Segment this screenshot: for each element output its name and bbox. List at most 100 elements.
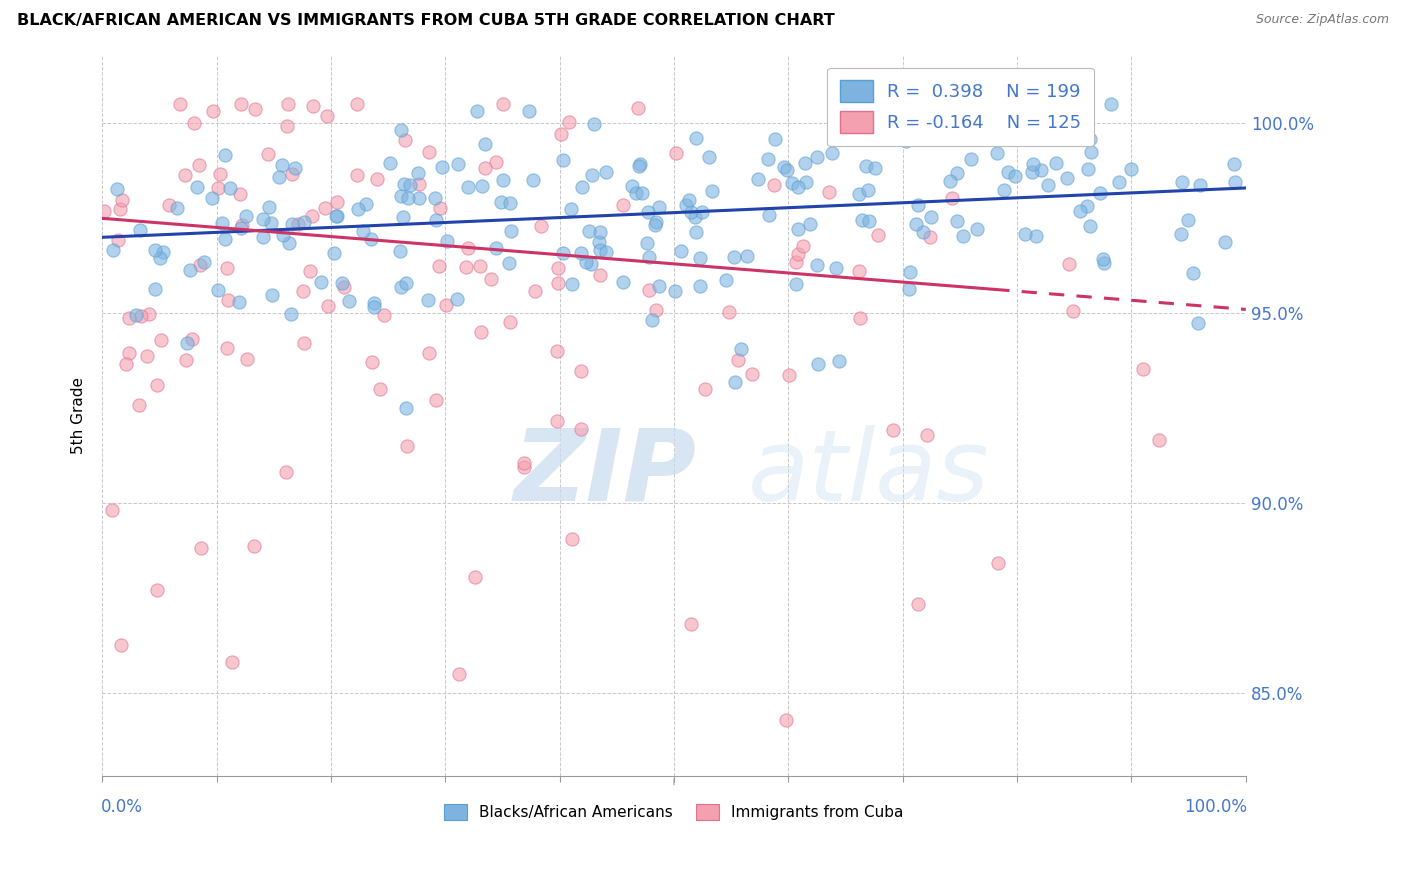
Point <box>917 427 939 442</box>
Point <box>904 217 927 231</box>
Point <box>588 225 610 239</box>
Point <box>678 194 700 208</box>
Point <box>1077 162 1099 177</box>
Point <box>561 533 583 547</box>
Point <box>1108 175 1130 189</box>
Point <box>252 212 274 227</box>
Point <box>1225 175 1247 189</box>
Point <box>363 296 385 310</box>
Point <box>818 185 841 199</box>
Point <box>907 197 929 211</box>
Point <box>589 244 612 258</box>
Point <box>763 131 786 145</box>
Point <box>302 99 325 113</box>
Point <box>190 541 212 555</box>
Point <box>274 465 297 479</box>
Point <box>491 97 513 112</box>
Point <box>107 233 129 247</box>
Point <box>145 281 167 295</box>
Point <box>231 219 253 233</box>
Point <box>179 262 201 277</box>
Point <box>911 225 934 239</box>
Point <box>689 279 711 293</box>
Point <box>169 97 191 112</box>
Point <box>589 268 612 282</box>
Point <box>675 198 697 212</box>
Point <box>201 104 224 119</box>
Point <box>1045 156 1067 170</box>
Point <box>378 156 401 170</box>
Point <box>252 229 274 244</box>
Point <box>432 160 454 174</box>
Point <box>498 256 520 270</box>
Point <box>799 218 821 232</box>
Point <box>425 213 447 227</box>
Point <box>457 180 479 194</box>
Point <box>149 252 172 266</box>
Point <box>235 209 257 223</box>
Point <box>485 241 508 255</box>
Point <box>637 205 659 219</box>
Point <box>780 177 803 191</box>
Point <box>363 300 385 314</box>
Point <box>269 170 291 185</box>
Point <box>997 165 1019 179</box>
Point <box>855 159 877 173</box>
Point <box>360 355 382 369</box>
Point <box>499 224 522 238</box>
Point <box>209 167 232 181</box>
Point <box>1177 213 1199 227</box>
Point <box>1213 235 1236 250</box>
Point <box>848 187 870 202</box>
Point <box>347 202 370 216</box>
Point <box>644 215 666 229</box>
Point <box>467 104 489 119</box>
Point <box>485 154 508 169</box>
Point <box>366 172 388 186</box>
Point <box>785 255 807 269</box>
Point <box>645 302 668 317</box>
Point <box>217 293 239 307</box>
Point <box>242 540 264 554</box>
Point <box>987 556 1010 570</box>
Point <box>575 254 598 268</box>
Point <box>447 156 470 170</box>
Point <box>215 341 238 355</box>
Point <box>578 224 600 238</box>
Point <box>281 217 304 231</box>
Point <box>1004 169 1026 183</box>
Point <box>322 245 344 260</box>
Point <box>207 284 229 298</box>
Point <box>647 200 669 214</box>
Point <box>959 152 981 166</box>
Point <box>741 367 763 381</box>
Point <box>492 173 515 187</box>
Point <box>193 254 215 268</box>
Point <box>499 315 522 329</box>
Point <box>214 148 236 162</box>
Point <box>276 119 298 133</box>
Text: atlas: atlas <box>748 425 990 522</box>
Point <box>326 195 349 210</box>
Point <box>551 246 574 260</box>
Text: ZIP: ZIP <box>515 425 697 522</box>
Point <box>360 232 382 246</box>
Point <box>291 285 314 299</box>
Point <box>858 214 880 228</box>
Point <box>866 227 889 242</box>
Point <box>368 382 391 396</box>
Point <box>499 196 522 211</box>
Point <box>299 264 322 278</box>
Point <box>778 368 800 382</box>
Point <box>389 189 412 203</box>
Point <box>118 346 141 360</box>
Point <box>201 191 224 205</box>
Point <box>166 201 188 215</box>
Point <box>612 275 634 289</box>
Point <box>277 97 299 112</box>
Point <box>174 353 197 368</box>
Point <box>423 191 446 205</box>
Point <box>325 209 347 223</box>
Point <box>1056 170 1078 185</box>
Point <box>434 297 457 311</box>
